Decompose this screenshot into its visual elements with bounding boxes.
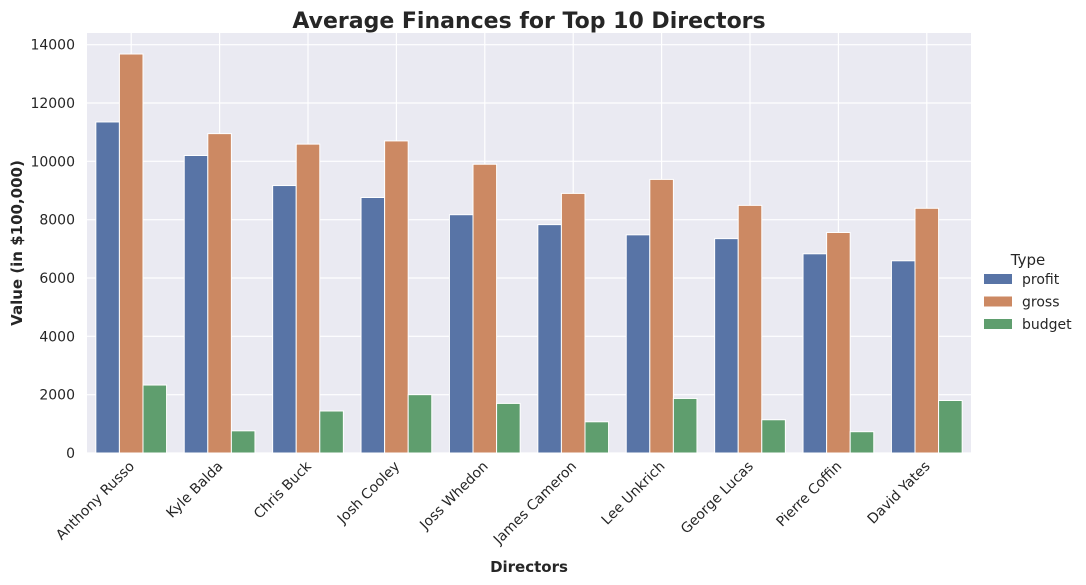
y-tick-label: 12000 (30, 96, 75, 112)
legend-label: gross (1022, 295, 1060, 311)
bar-profit (537, 224, 562, 454)
bar-gross (737, 204, 763, 454)
bar-gross (118, 53, 144, 454)
x-tick-labels: Anthony Russo Kyle Balda Chris Buck Josh Co… (53, 458, 934, 549)
bar-profit (714, 238, 739, 454)
x-tick-label: James Cameron (490, 459, 580, 549)
bar-budget (496, 402, 521, 454)
bar-profit (802, 253, 828, 454)
legend-swatch-gross (984, 296, 1012, 307)
bar-profit (625, 234, 651, 454)
bar-budget (938, 400, 963, 454)
bar-budget (407, 394, 433, 454)
bar-gross (207, 133, 232, 454)
legend-title: Type (1010, 251, 1045, 269)
x-tick-label: Kyle Balda (164, 459, 227, 522)
y-tick-label: 14000 (30, 38, 75, 54)
bar-profit (360, 197, 386, 454)
y-axis-label: Value (in $100,000) (8, 160, 26, 326)
bar-gross (826, 232, 851, 454)
x-tick-label: Josh Cooley (334, 459, 403, 528)
bars (95, 53, 963, 454)
bar-profit (448, 214, 474, 454)
bar-budget (230, 430, 256, 454)
bar-budget (849, 431, 875, 454)
x-tick-label: Anthony Russo (53, 459, 138, 544)
legend-label: budget (1022, 317, 1072, 333)
y-tick-label: 0 (66, 446, 75, 462)
bar-profit (183, 155, 209, 454)
bar-profit (890, 260, 916, 454)
legend-swatch-profit (984, 274, 1012, 284)
bar-budget (672, 397, 698, 454)
x-axis-label: Directors (490, 558, 568, 576)
y-tick-label: 4000 (39, 329, 75, 345)
bar-gross (295, 143, 321, 454)
bar-gross (472, 163, 498, 454)
y-tick-label: 10000 (30, 154, 75, 170)
bar-gross (914, 207, 940, 454)
x-tick-label: Chris Buck (251, 458, 315, 522)
y-tick-labels: 0 2000 4000 6000 8000 10000 12000 14000 (30, 38, 75, 462)
chart-title: Average Finances for Top 10 Directors (292, 9, 765, 34)
x-tick-label: Lee Unkrich (599, 459, 669, 529)
bar-gross (649, 178, 674, 454)
bar-budget (142, 384, 168, 454)
bar-budget (761, 419, 786, 454)
bar-profit (272, 185, 297, 454)
bar-profit (95, 121, 120, 454)
bar-budget (584, 421, 610, 454)
x-tick-label: George Lucas (678, 459, 757, 538)
legend: Type profit gross budget (984, 251, 1072, 333)
bar-budget (319, 410, 344, 454)
y-tick-label: 2000 (39, 388, 75, 404)
y-tick-label: 8000 (39, 213, 75, 229)
legend-label: profit (1022, 272, 1060, 288)
x-tick-label: Joss Whedon (416, 459, 491, 534)
bar-gross (560, 192, 586, 454)
x-tick-label: Pierre Coffin (774, 459, 846, 531)
y-tick-label: 6000 (39, 271, 75, 287)
x-tick-label: David Yates (865, 459, 934, 528)
legend-swatch-budget (984, 319, 1012, 329)
bar-gross (384, 140, 409, 454)
